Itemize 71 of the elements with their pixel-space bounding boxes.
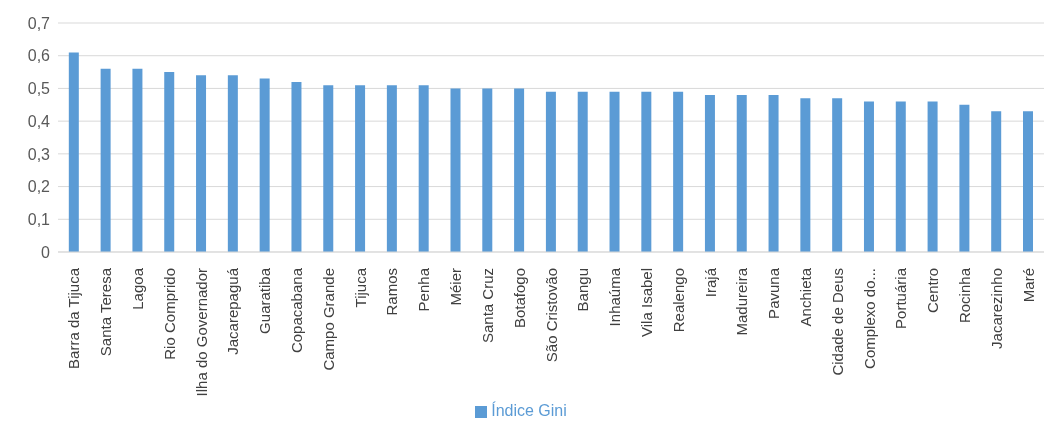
bar [450, 88, 461, 252]
bar [482, 88, 493, 252]
bar [259, 78, 270, 252]
bar [673, 91, 684, 252]
bar [291, 81, 302, 252]
y-tick-label: 0,3 [27, 145, 51, 163]
y-tick-label: 0,4 [27, 112, 51, 130]
y-tick-label: 0,6 [27, 47, 51, 65]
bar [100, 68, 111, 252]
x-tick-label: São Cristovão [542, 268, 560, 363]
x-tick-label: Portuária [892, 267, 910, 329]
x-tick-label: Inhaúma [606, 267, 624, 327]
x-tick-label: Realengo [669, 268, 687, 333]
x-tick-label: Ilha do Governador [192, 268, 210, 397]
x-tick-label: Maré [1019, 268, 1037, 303]
bar [736, 94, 747, 252]
x-tick-label: Centro [924, 268, 942, 314]
bar [418, 85, 429, 252]
bar [164, 72, 175, 252]
x-tick-label: Santa Teresa [97, 267, 115, 357]
bar [68, 52, 79, 252]
x-tick-label: Rocinha [955, 267, 973, 324]
bar [514, 88, 525, 252]
bar [800, 98, 811, 252]
bar [545, 91, 556, 252]
bar [355, 85, 366, 252]
x-tick-label: Pavuna [765, 267, 783, 319]
x-tick-label: Cidade de Deus [828, 268, 846, 376]
x-tick-label: Lagoa [129, 267, 147, 310]
bar [704, 94, 715, 252]
x-tick-label: Méier [447, 268, 465, 306]
x-tick-label: Barra da Tijuca [65, 267, 83, 369]
x-tick-label: Santa Cruz [478, 268, 496, 344]
x-tick-label: Bangu [574, 268, 592, 312]
bar [196, 75, 207, 252]
x-tick-label: Guaratiba [256, 267, 274, 334]
x-tick-label: Tijuca [351, 267, 369, 308]
x-tick-label: Complexo do... [860, 268, 878, 369]
y-tick-label: 0,1 [27, 210, 51, 228]
bar [895, 101, 906, 252]
x-tick-label: Jacarezinho [987, 268, 1005, 349]
x-tick-label: Jacarepaguá [224, 267, 242, 355]
bar [1023, 111, 1034, 252]
bar [927, 101, 938, 252]
bar [641, 91, 652, 252]
bar [577, 91, 588, 252]
bar [227, 75, 238, 252]
bar [132, 68, 143, 252]
bar [832, 98, 843, 252]
bar [768, 94, 779, 252]
bar [863, 101, 874, 252]
x-tick-label: Copacabana [288, 267, 306, 354]
legend-label: Índice Gini [491, 402, 567, 419]
x-tick-label: Botafogo [510, 268, 528, 329]
bar [323, 85, 334, 252]
bar [991, 111, 1002, 252]
x-tick-label: Penha [415, 267, 433, 312]
bar [959, 104, 970, 252]
x-tick-label: Rio Comprido [160, 268, 178, 360]
y-tick-label: 0,5 [27, 80, 51, 98]
y-tick-label: 0 [41, 243, 51, 261]
x-tick-label: Campo Grande [319, 268, 337, 371]
y-tick-label: 0,7 [27, 14, 51, 32]
y-tick-label: 0,2 [27, 178, 51, 196]
x-tick-label: Madureira [733, 267, 751, 336]
x-tick-label: Irajá [701, 267, 719, 298]
bar [609, 91, 620, 252]
x-tick-label: Vila Isabel [637, 268, 655, 337]
x-tick-label: Ramos [383, 268, 401, 316]
bar [386, 85, 397, 252]
x-tick-label: Anchieta [796, 267, 814, 327]
